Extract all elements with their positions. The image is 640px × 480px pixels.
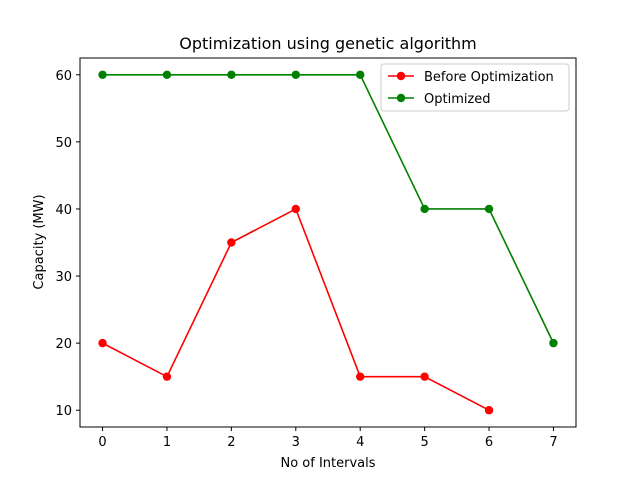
y-tick-label: 60 — [55, 69, 72, 84]
y-tick-label: 10 — [55, 404, 72, 419]
data-point — [162, 372, 172, 381]
data-point — [420, 204, 429, 214]
series-1 — [98, 204, 494, 415]
x-tick-label: 1 — [163, 435, 171, 450]
plot-frame — [79, 57, 577, 428]
data-point — [484, 204, 494, 214]
y-tick-label: 40 — [55, 203, 72, 218]
x-tick-label: 0 — [98, 435, 106, 450]
y-axis: 10 20 30 40 50 60 — [55, 69, 80, 419]
series-line — [102, 73, 555, 344]
y-axis-label: Capacity (MW) — [32, 194, 47, 289]
data-point — [356, 372, 365, 381]
x-tick-label: 5 — [420, 435, 428, 450]
data-point — [291, 70, 300, 79]
x-axis-label: No of Intervals — [280, 456, 375, 471]
data-point — [356, 70, 365, 79]
series-2 — [98, 70, 558, 348]
legend-marker — [396, 71, 406, 81]
legend-box — [380, 63, 570, 112]
data-point — [98, 338, 107, 348]
legend-item: Optimized — [388, 92, 491, 107]
y-tick-label: 20 — [55, 337, 72, 352]
x-tick-label: 2 — [227, 435, 235, 450]
data-point — [227, 238, 236, 247]
data-point — [162, 70, 172, 79]
x-tick-label: 3 — [292, 435, 300, 450]
x-tick-label: 7 — [549, 435, 557, 450]
legend: Before Optimization Optimized — [380, 63, 570, 112]
y-tick-label: 30 — [55, 270, 72, 285]
legend-label: Optimized — [424, 92, 491, 107]
data-point — [420, 372, 429, 381]
x-tick-label: 4 — [356, 435, 364, 450]
data-point — [549, 338, 558, 348]
legend-item: Before Optimization — [388, 70, 554, 85]
data-point — [98, 70, 107, 79]
legend-label: Before Optimization — [424, 70, 554, 85]
y-tick-label: 50 — [55, 136, 72, 151]
data-point — [484, 406, 494, 415]
x-tick-label: 6 — [485, 435, 493, 450]
x-axis: 0 1 2 3 4 5 6 7 — [98, 427, 558, 450]
data-point — [291, 204, 300, 214]
series-layer — [98, 70, 558, 415]
chart-title: Optimization using genetic algorithm — [179, 34, 477, 53]
data-point — [227, 70, 236, 79]
legend-marker — [396, 93, 406, 103]
